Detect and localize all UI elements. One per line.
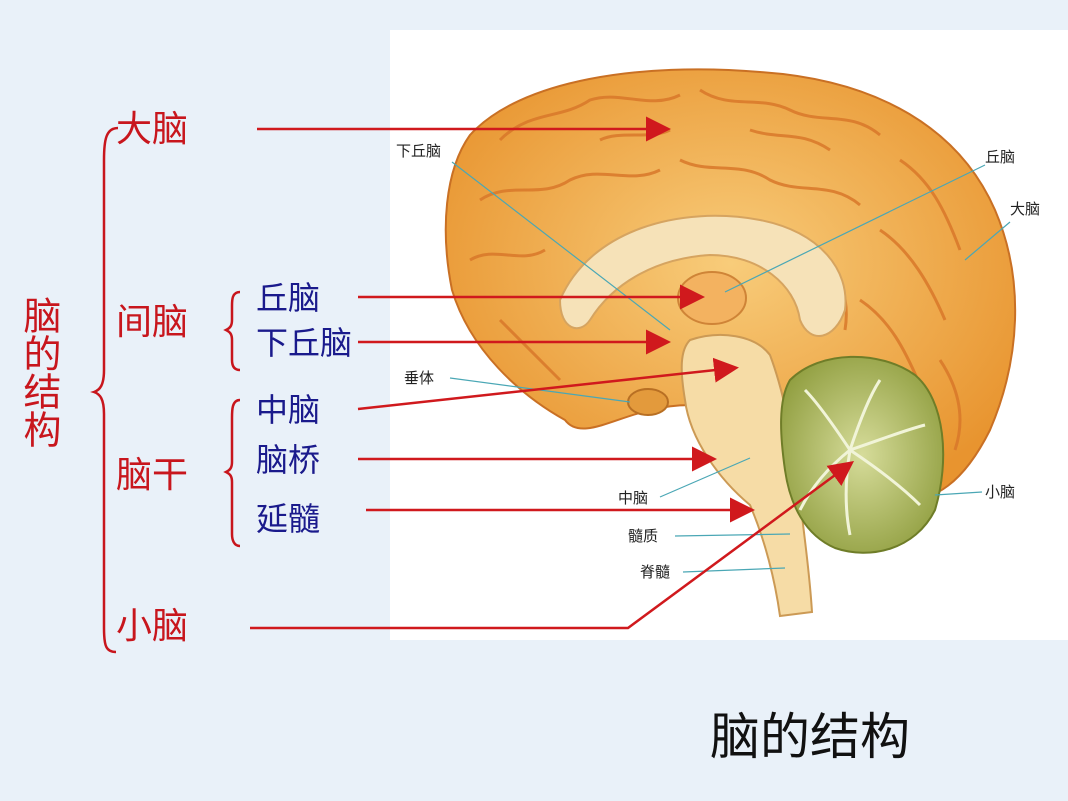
root-label: 脑的结构	[17, 296, 61, 448]
brainstem-brace	[223, 398, 241, 548]
node-pons: 脑桥	[256, 441, 321, 479]
label-thalamus: 丘脑	[985, 148, 1015, 166]
node-diencephalon: 间脑	[116, 302, 189, 343]
node-thalamus: 丘脑	[256, 279, 321, 317]
brainstem-shape	[680, 334, 814, 618]
node-cerebellum: 小脑	[116, 606, 189, 647]
figure-caption: 脑的结构	[710, 708, 910, 766]
arbor-vitae	[798, 379, 926, 536]
label-pituitary: 垂体	[404, 369, 434, 387]
label-cerebellum: 小脑	[985, 483, 1015, 501]
diencephalon-brace	[223, 290, 241, 372]
corpus-callosum	[558, 214, 847, 337]
node-medulla: 延髓	[256, 500, 321, 538]
tree-arrows	[250, 116, 855, 630]
label-medulla: 髓质	[628, 527, 658, 545]
cerebellum-shape	[780, 355, 945, 554]
label-spinal-cord: 脊髓	[640, 563, 670, 581]
node-brainstem: 脑干	[116, 455, 189, 496]
node-cerebrum: 大脑	[116, 109, 189, 150]
arrow-midbrain	[357, 357, 739, 411]
node-midbrain: 中脑	[256, 391, 321, 429]
label-cerebrum: 大脑	[1010, 200, 1040, 218]
arrow-cerebellum	[250, 461, 855, 630]
label-hypothalamus: 下丘脑	[396, 142, 441, 160]
node-hypothalamus: 下丘脑	[256, 324, 353, 362]
pituitary-shape	[627, 388, 669, 416]
main-brace	[90, 126, 119, 654]
label-midbrain: 中脑	[618, 489, 648, 507]
tree-brackets	[90, 126, 241, 654]
